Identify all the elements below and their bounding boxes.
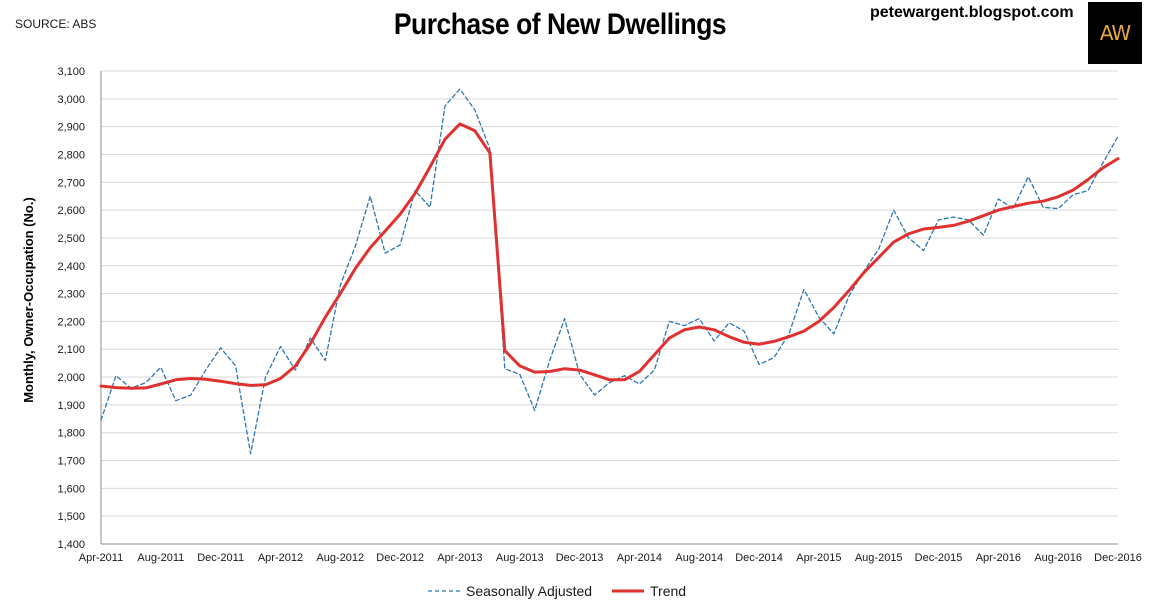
aw-logo-text: AW xyxy=(1099,21,1131,45)
y-axis-label: Monthly, Owner-Occupation (No.) xyxy=(21,197,36,403)
x-tick-labels: Apr-2011 Aug-2011 Dec-2011 Apr-2012 Aug-2012… xyxy=(79,552,1142,564)
source-note: SOURCE: ABS xyxy=(15,17,97,31)
x-tick-label: Apr-2012 xyxy=(258,552,303,564)
x-tick-label: Aug-2014 xyxy=(675,552,723,564)
site-name: petewargent.blogspot.com xyxy=(870,4,1074,21)
y-tick-label: 2,800 xyxy=(57,149,85,161)
legend-label-trend: Trend xyxy=(650,583,686,599)
y-tick-label: 3,000 xyxy=(57,94,85,106)
x-tick-label: Aug-2012 xyxy=(316,552,364,564)
grid-lines xyxy=(101,70,1118,545)
x-tick-label: Apr-2013 xyxy=(437,552,482,564)
x-tick-label: Dec-2013 xyxy=(556,552,604,564)
y-tick-label: 1,900 xyxy=(57,400,85,412)
y-tick-label: 2,500 xyxy=(57,233,85,245)
x-tick-label: Apr-2011 xyxy=(79,552,123,564)
x-tick-label: Dec-2016 xyxy=(1094,552,1142,564)
x-tick-label: Dec-2014 xyxy=(735,552,783,564)
seasonally-adjusted-line xyxy=(100,88,1119,455)
x-tick-label: Apr-2014 xyxy=(617,552,662,564)
x-tick-label: Aug-2013 xyxy=(496,552,544,564)
x-tick-label: Dec-2015 xyxy=(915,552,963,564)
x-tick-label: Aug-2015 xyxy=(855,552,903,564)
x-tick-label: Apr-2016 xyxy=(976,552,1021,564)
x-tick-label: Apr-2015 xyxy=(796,552,841,564)
y-tick-label: 3,100 xyxy=(57,66,85,78)
y-tick-label: 2,200 xyxy=(57,316,85,328)
y-tick-label: 1,700 xyxy=(57,456,85,468)
y-tick-labels: 1,400 1,500 1,600 1,700 1,800 1,900 2,000 2,100… xyxy=(57,66,85,551)
y-tick-label: 1,500 xyxy=(57,511,85,523)
y-tick-label: 2,300 xyxy=(57,289,85,301)
trend-line xyxy=(99,122,1120,390)
aw-logo: AW xyxy=(1088,2,1142,64)
y-tick-label: 2,600 xyxy=(57,205,85,217)
x-tick-label: Aug-2011 xyxy=(137,552,184,564)
x-tick-label: Dec-2011 xyxy=(197,552,244,564)
y-tick-label: 1,400 xyxy=(57,539,85,551)
x-tick-label: Aug-2016 xyxy=(1034,552,1082,564)
axes xyxy=(100,71,1118,545)
y-tick-label: 1,600 xyxy=(57,483,85,495)
chart-title: Purchase of New Dwellings xyxy=(393,8,727,41)
series-lines xyxy=(99,88,1120,455)
y-tick-label: 2,100 xyxy=(57,344,85,356)
legend: Seasonally Adjusted Trend xyxy=(428,583,686,599)
legend-label-seasonally-adjusted: Seasonally Adjusted xyxy=(466,583,592,599)
x-tick-label: Dec-2012 xyxy=(376,552,424,564)
y-tick-label: 2,400 xyxy=(57,261,85,273)
y-tick-label: 2,700 xyxy=(57,177,85,189)
y-tick-label: 2,900 xyxy=(57,122,85,134)
y-tick-label: 1,800 xyxy=(57,428,85,440)
y-tick-label: 2,000 xyxy=(57,372,85,384)
